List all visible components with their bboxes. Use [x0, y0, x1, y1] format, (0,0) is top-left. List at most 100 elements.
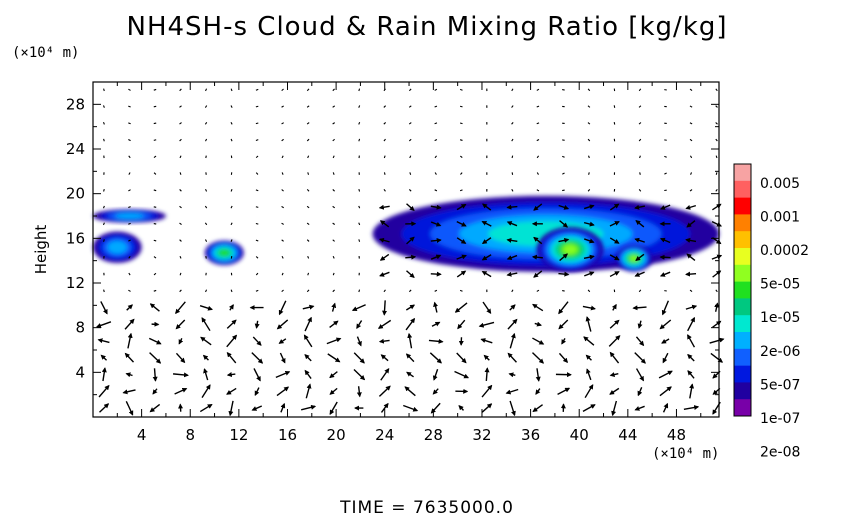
wind-arrow [457, 319, 466, 330]
wind-arrow [153, 239, 157, 242]
wind-arrow [102, 222, 105, 226]
wind-arrow [226, 372, 236, 378]
wind-arrow [506, 271, 518, 277]
wind-arrow [710, 352, 724, 363]
wind-arrow [230, 105, 233, 108]
wind-arrow [536, 138, 540, 142]
colorbar-swatch [734, 382, 751, 400]
wind-arrow [534, 321, 542, 327]
wind-arrow [635, 220, 645, 228]
wind-arrow [507, 318, 518, 330]
wind-arrow [331, 302, 337, 312]
wind-arrow [609, 254, 620, 261]
wind-arrow [126, 304, 133, 311]
wind-arrow [428, 338, 444, 344]
wind-arrow [459, 122, 463, 125]
wind-arrow [511, 289, 514, 293]
wind-arrow [204, 105, 208, 108]
wind-arrow [430, 402, 441, 414]
wind-arrow [307, 172, 310, 175]
wind-arrow [637, 387, 643, 397]
wind-arrow [281, 189, 284, 192]
wind-arrow [332, 255, 335, 259]
wind-arrow [255, 88, 259, 91]
wind-arrow [153, 122, 157, 125]
wind-arrow [715, 289, 718, 293]
wind-arrow [715, 172, 718, 175]
x-axis-unit: (×10⁴ m) [652, 446, 720, 462]
wind-arrow [153, 256, 157, 259]
wind-arrow [230, 222, 233, 226]
wind-arrow [276, 386, 290, 397]
y-tick-label: 28 [66, 95, 85, 113]
colorbar-label: 5e-07 [760, 377, 800, 393]
wind-arrow [533, 203, 543, 211]
wind-arrow [715, 105, 718, 108]
wind-arrow [406, 270, 415, 279]
wind-arrow [405, 254, 417, 260]
y-tick-label: 20 [66, 185, 85, 203]
wind-arrow [609, 203, 620, 211]
wind-arrow [687, 353, 695, 362]
wind-arrow [179, 155, 182, 159]
wind-arrow [128, 189, 131, 192]
y-tick-label: 4 [75, 363, 85, 381]
colorbar-swatch [734, 348, 751, 366]
wind-arrow [332, 289, 335, 293]
wind-arrow [179, 105, 182, 108]
wind-arrow [153, 172, 157, 175]
wind-arrow [230, 138, 233, 142]
wind-arrow [378, 204, 390, 210]
wind-arrow [637, 320, 643, 329]
wind-arrow [332, 122, 336, 125]
wind-arrow [587, 289, 591, 293]
wind-arrow [609, 319, 620, 329]
x-tick-label: 16 [278, 426, 297, 444]
wind-arrow [204, 222, 208, 226]
wind-vectors [96, 88, 725, 417]
wind-arrow [281, 138, 284, 142]
wind-arrow [582, 305, 596, 311]
wind-arrow [124, 352, 135, 363]
wind-arrow [689, 289, 693, 293]
wind-arrow [383, 122, 387, 125]
wind-arrow [128, 105, 131, 108]
wind-arrow [431, 321, 441, 327]
wind-arrow [714, 302, 720, 312]
wind-arrow [481, 270, 492, 278]
colorbar-swatch [734, 197, 751, 215]
plot-frame [92, 81, 720, 418]
colorbar: 0.005 0.001 0.0002 5e-05 1e-05 2e-06 5e-07 1e-0… [733, 163, 809, 461]
wind-arrow [304, 354, 312, 362]
colorbar-label: 2e-06 [760, 344, 800, 360]
wind-arrow [536, 172, 539, 175]
wind-arrow [559, 220, 569, 228]
wind-arrow [383, 188, 386, 192]
cloud-contour [114, 213, 145, 219]
wind-arrow [255, 272, 259, 276]
wind-arrow [307, 155, 310, 159]
wind-arrow [153, 189, 157, 192]
wind-arrow [482, 301, 492, 314]
wind-arrow [611, 400, 618, 417]
wind-arrow [304, 316, 312, 332]
colorbar-frame [733, 163, 752, 417]
wind-arrow [380, 354, 389, 362]
wind-arrow [456, 203, 467, 211]
wind-arrow [532, 337, 545, 345]
wind-arrow [383, 155, 386, 159]
colorbar-swatch [734, 332, 751, 350]
wind-arrow [583, 221, 595, 227]
colorbar-label: 0.005 [760, 176, 800, 192]
wind-arrow [508, 372, 516, 378]
wind-arrow [634, 204, 646, 210]
wind-arrow [583, 238, 595, 244]
x-tick-label: 12 [229, 426, 248, 444]
wind-arrow [430, 237, 442, 243]
colorbar-label: 0.001 [760, 209, 800, 225]
wind-arrow [148, 337, 162, 345]
wind-arrow [434, 289, 438, 292]
wind-arrow [179, 272, 182, 276]
wind-arrow [558, 204, 570, 210]
